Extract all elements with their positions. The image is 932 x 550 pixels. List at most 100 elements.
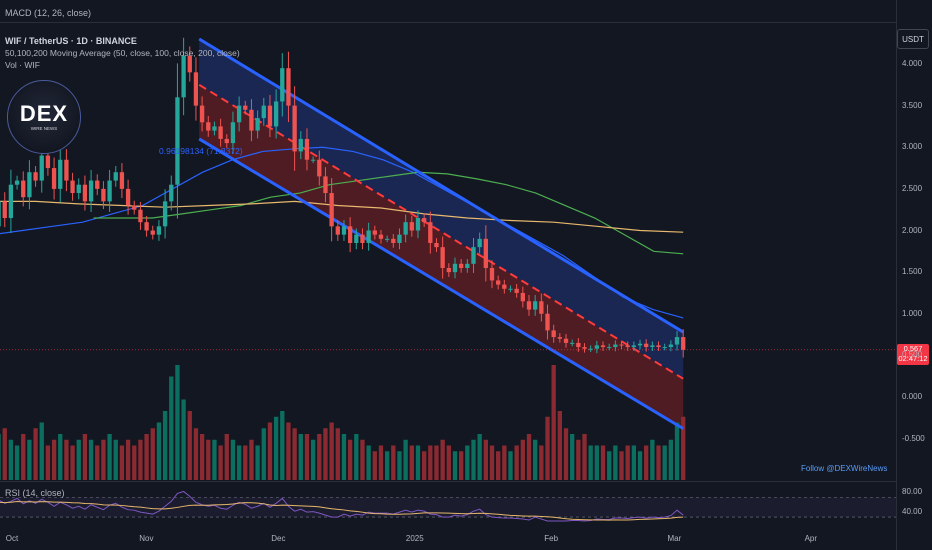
macd-indicator-title[interactable]: MACD (12, 26, close) (5, 8, 92, 18)
dex-wire-news-logo: DEX WIRE NEWS (7, 80, 81, 154)
price-tick-label: 2.000 (902, 225, 923, 235)
volume-bar (273, 416, 279, 480)
volume-bar (304, 434, 310, 480)
volume-bar (545, 416, 550, 480)
volume-bar (119, 445, 125, 480)
volume-bar (193, 428, 199, 480)
volume-bar (2, 428, 7, 480)
candle-body (150, 230, 155, 235)
volume-bar (33, 428, 38, 480)
candle-body (440, 247, 445, 268)
volume-bar (280, 411, 285, 480)
candle-body (317, 159, 322, 177)
moving-average-indicator-title[interactable]: 50,100,200 Moving Average (50, close, 10… (5, 48, 240, 58)
candle-body (329, 193, 334, 227)
volume-bar (261, 428, 266, 480)
candle-body (95, 180, 100, 189)
candle-body (582, 347, 587, 349)
volume-bar (169, 376, 174, 480)
volume-bar (502, 445, 507, 480)
candle-body (193, 72, 199, 106)
candle-body (489, 267, 495, 281)
candle-body (249, 109, 254, 131)
candle-body (341, 226, 347, 235)
volume-bar (95, 445, 100, 480)
candle-body (280, 68, 285, 102)
volume-bar (298, 434, 303, 480)
volume-bar (58, 434, 63, 480)
volume-bar (224, 434, 229, 480)
candle-body (323, 176, 328, 194)
volume-bar (76, 439, 81, 480)
volume-bar (14, 445, 20, 480)
volume-bar (607, 451, 612, 480)
rsi-indicator-title[interactable]: RSI (14, close) (5, 488, 65, 498)
candle-body (409, 222, 414, 231)
candle-body (347, 226, 353, 243)
candle-body (514, 288, 519, 293)
volume-bar (138, 439, 143, 480)
candle-body (88, 180, 94, 202)
volume-bar (588, 445, 593, 480)
pane-separator-rsi (0, 481, 896, 482)
volume-bar (372, 451, 377, 480)
volume-bar (101, 439, 106, 480)
volume-bar (477, 434, 482, 480)
volume-bar (144, 434, 149, 480)
candle-body (668, 344, 674, 348)
volume-bar (526, 434, 532, 480)
price-tick-label: 2.500 (902, 183, 923, 193)
candle-body (403, 222, 408, 235)
volume-bar (613, 445, 618, 480)
candle-body (613, 344, 618, 348)
volume-bar (668, 439, 674, 480)
price-axis-separator (896, 0, 897, 550)
time-tick-label: Apr (804, 534, 818, 543)
volume-bar (366, 445, 371, 480)
candle-body (138, 209, 143, 223)
volume-bar (113, 439, 118, 480)
volume-bar (557, 411, 563, 480)
volume-bar (650, 439, 655, 480)
candle-body (570, 342, 575, 344)
quote-currency-button[interactable]: USDT (897, 29, 929, 49)
volume-bar (508, 451, 513, 480)
candle-body (378, 234, 384, 239)
price-tick-label: 4.000 (902, 59, 923, 68)
time-tick-label: Mar (667, 534, 682, 543)
volume-bar (347, 439, 353, 480)
candle-body (218, 126, 223, 139)
candle-body (101, 188, 106, 202)
volume-bar (656, 445, 661, 480)
candle-body (539, 301, 544, 314)
candle-body (187, 55, 192, 73)
current-price-value: 0.567 (903, 344, 923, 353)
candle-body (384, 238, 390, 240)
candle-body (477, 238, 482, 248)
candle-body (446, 267, 451, 273)
ma50-line (0, 146, 684, 319)
volume-indicator-title[interactable]: Vol · WIF (5, 60, 40, 70)
ma200-line (0, 200, 684, 233)
candle-body (224, 138, 229, 144)
candle-body (656, 345, 661, 348)
candle-body (354, 234, 359, 243)
candle-countdown: 02:47:12 (898, 354, 928, 363)
volume-bar (64, 439, 69, 480)
volume-bar (644, 445, 649, 480)
symbol-title[interactable]: WIF / TetherUS · 1D · BINANCE (5, 36, 137, 46)
time-tick-label: Oct (5, 534, 19, 543)
candle-body (8, 184, 14, 219)
channel-upper-fill (199, 39, 684, 379)
volume-bar (409, 445, 414, 480)
candle-body (267, 105, 273, 127)
price-tick-label: 1.000 (902, 308, 923, 318)
volume-bar (539, 445, 544, 480)
current-price-badge[interactable]: 0.567 02:47:12 (897, 344, 929, 365)
volume-bar (156, 422, 162, 480)
volume-bar (212, 439, 217, 480)
channel-upper-line (198, 37, 684, 334)
candle-body (421, 218, 427, 223)
price-tick-label: 3.500 (902, 100, 923, 110)
